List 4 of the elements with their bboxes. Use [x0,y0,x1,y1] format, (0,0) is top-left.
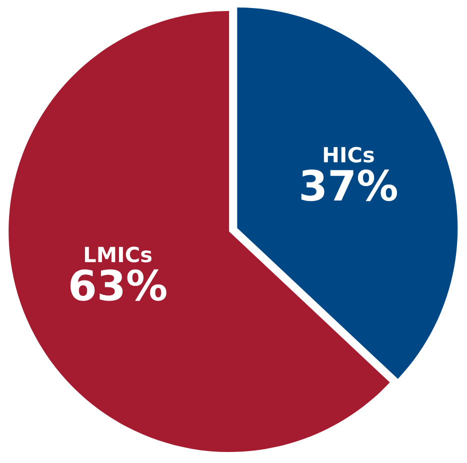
data-label: 37% [301,170,398,202]
slice-label: HICs [324,146,374,163]
slice-label: LMICs [84,246,152,262]
data-label: 63% [70,269,166,301]
